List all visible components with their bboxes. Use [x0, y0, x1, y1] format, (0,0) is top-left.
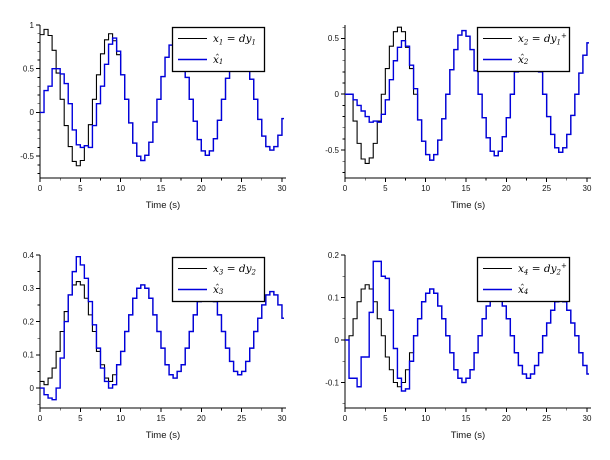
y-tick-label: -0.5	[325, 146, 339, 155]
legend-entry-label: xˆ1	[213, 53, 223, 66]
x-tick-label: 0	[343, 414, 348, 423]
x-tick-label: 0	[343, 184, 348, 193]
y-tick-label: 0	[335, 90, 340, 99]
y-tick-label: -0.5	[20, 152, 34, 161]
subplot-x2: 0 5 10 15 20 25 30 -0.5 0 0.5 Time (s) x2 = dy1+ xˆ2	[325, 25, 592, 211]
x-tick-label: 5	[383, 184, 388, 193]
legend-entry-label: xˆ2	[518, 53, 529, 66]
y-tick-label: 0	[30, 108, 35, 117]
x-tick-label: 15	[157, 184, 166, 193]
x-tick-label: 10	[421, 184, 430, 193]
x-tick-label: 20	[502, 414, 511, 423]
series-x3-estimate-line	[40, 255, 284, 401]
x-tick-label: 0	[38, 184, 43, 193]
x-tick-label: 15	[157, 414, 166, 423]
y-tick-label: 0.2	[328, 251, 340, 260]
x-tick-label: 20	[197, 184, 206, 193]
x-axis-label: Time (s)	[451, 430, 485, 441]
x-tick-label: 30	[583, 414, 592, 423]
x-tick-label: 10	[116, 414, 125, 423]
axes: 0 5 10 15 20 25 30 -0.5 0 0.5 1 Time (s)	[20, 21, 287, 211]
x-tick-label: 30	[278, 184, 287, 193]
y-tick-label: 0	[30, 384, 35, 393]
legend-entry-label: x1 = dy1	[213, 33, 256, 46]
subplot-x3: 0 5 10 15 20 25 30 0 0.1 0.2 0.3 0.4 Time (s) x3 = dy…	[23, 251, 287, 441]
x-tick-label: 10	[421, 414, 430, 423]
subplot-x4: 0 5 10 15 20 25 30 -0.1 0 0.1 0.2 Time (s) x4 = dy2+…	[325, 251, 592, 441]
legend-entry-label: xˆ4	[518, 283, 528, 296]
x-tick-label: 10	[116, 184, 125, 193]
legend-entry-label: xˆ3	[213, 283, 224, 296]
legend: x3 = dy2 xˆ3	[171, 256, 266, 303]
x-axis-label: Time (s)	[146, 430, 180, 441]
x-tick-label: 25	[237, 414, 246, 423]
x-tick-label: 15	[462, 414, 471, 423]
x-axis-label: Time (s)	[146, 200, 180, 211]
subplot-x1: 0 5 10 15 20 25 30 -0.5 0 0.5 1 Time (s) x1 = dy1 xˆ1	[20, 21, 287, 211]
legend: x1 = dy1 xˆ1	[171, 26, 266, 73]
legend-box	[476, 26, 571, 73]
legend-entry-label: x4 = dy2+	[518, 262, 567, 276]
x-tick-label: 25	[542, 414, 551, 423]
x-tick-label: 30	[278, 414, 287, 423]
x-tick-label: 5	[383, 414, 388, 423]
axes: 0 5 10 15 20 25 30 -0.1 0 0.1 0.2 Time (s)	[325, 251, 592, 441]
x-tick-label: 20	[502, 184, 511, 193]
legend-box	[476, 256, 571, 303]
x-axis-label: Time (s)	[451, 200, 485, 211]
x-tick-label: 20	[197, 414, 206, 423]
y-tick-label: 0.2	[23, 317, 35, 326]
legend-box	[171, 256, 266, 303]
y-tick-label: 0.5	[23, 65, 35, 74]
x-tick-label: 25	[542, 184, 551, 193]
x-tick-label: 15	[462, 184, 471, 193]
legend-box	[171, 26, 266, 73]
legend: x4 = dy2+ xˆ4	[476, 256, 571, 303]
axes: 0 5 10 15 20 25 30 -0.5 0 0.5 Time (s)	[325, 25, 592, 211]
legend-entry-label: x3 = dy2	[213, 263, 257, 276]
y-tick-label: -0.1	[325, 378, 339, 387]
y-tick-label: 0.4	[23, 251, 35, 260]
x-tick-label: 5	[78, 184, 83, 193]
x-tick-label: 30	[583, 184, 592, 193]
legend: x2 = dy1+ xˆ2	[476, 26, 571, 73]
axes: 0 5 10 15 20 25 30 0 0.1 0.2 0.3 0.4 Time (s)	[23, 251, 287, 441]
series-x2-estimate-line	[345, 29, 589, 161]
y-tick-label: 0.3	[23, 284, 35, 293]
y-tick-label: 0.1	[328, 293, 340, 302]
x-tick-label: 25	[237, 184, 246, 193]
legend-entry-label: x2 = dy1+	[518, 32, 567, 46]
y-tick-label: 0.5	[328, 34, 340, 43]
x-tick-label: 0	[38, 414, 43, 423]
x-tick-label: 5	[78, 414, 83, 423]
series-x4-estimate-line	[345, 260, 589, 392]
y-tick-label: 0	[335, 336, 340, 345]
y-tick-label: 1	[30, 21, 35, 30]
y-tick-label: 0.1	[23, 351, 35, 360]
